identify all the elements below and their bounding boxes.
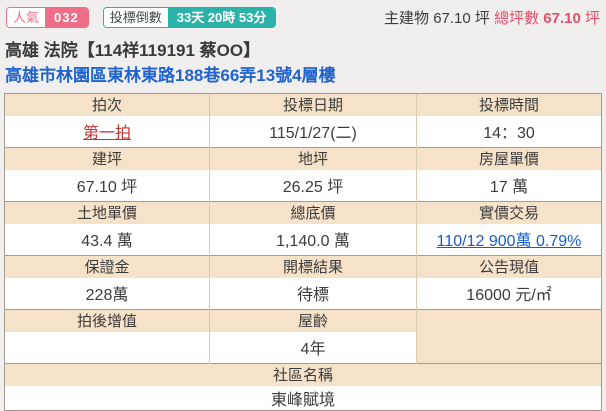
- value-land-area: 26.25 坪: [209, 169, 417, 202]
- value-bid-result: 待標: [209, 277, 417, 310]
- value-bid-date: 115/1/27(二): [209, 115, 417, 148]
- value-total-floor-price: 1,140.0 萬: [209, 223, 417, 256]
- main-building-label: 主建物: [384, 9, 430, 27]
- auction-info-table: 拍次 投標日期 投標時間 第一拍 115/1/27(二) 14：30 建坪 地坪…: [4, 93, 602, 411]
- table-value-row: 43.4 萬 1,140.0 萬 110/12 900萬 0.79%: [4, 223, 602, 256]
- label-house-unit-price: 房屋單價: [416, 147, 602, 170]
- label-auction-round: 拍次: [4, 93, 210, 116]
- label-land-unit-price: 土地單價: [4, 201, 210, 224]
- area-summary: 主建物 67.10 坪 總坪數 67.10 坪: [384, 7, 600, 28]
- table-value-row: 第一拍 115/1/27(二) 14：30: [4, 115, 602, 148]
- label-house-age: 屋齡: [209, 309, 417, 332]
- value-community-name: 東峰賦境: [4, 385, 602, 410]
- label-deposit: 保證金: [4, 255, 210, 278]
- countdown-label: 投標倒數: [103, 7, 168, 27]
- value-house-unit-price: 17 萬: [416, 169, 602, 202]
- label-announced-value: 公告現值: [416, 255, 602, 278]
- label-actual-price-trade: 實價交易: [416, 201, 602, 224]
- table-header-row: 拍後增值 屋齡: [4, 309, 602, 364]
- total-area-value: 67.10: [543, 9, 581, 27]
- table-header-row: 保證金 開標結果 公告現值: [4, 255, 602, 278]
- total-area-label: 總坪數: [494, 9, 540, 27]
- table-value-row: 67.10 坪 26.25 坪 17 萬: [4, 169, 602, 202]
- label-total-floor-price: 總底價: [209, 201, 417, 224]
- popularity-badge: 人氣 032: [6, 6, 89, 28]
- popularity-label: 人氣: [7, 7, 46, 27]
- value-bid-time: 14：30: [416, 115, 602, 148]
- label-community-name: 社區名稱: [4, 363, 602, 386]
- page-title: 高雄 法院【114祥119191 蔡OO】: [5, 41, 261, 60]
- table-header-row: 社區名稱: [4, 363, 602, 386]
- value-building-area: 67.10 坪: [4, 169, 210, 202]
- value-deposit: 228萬: [4, 277, 210, 310]
- value-post-auction-gain: [4, 331, 210, 364]
- value-land-unit-price: 43.4 萬: [4, 223, 210, 256]
- label-bid-result: 開標結果: [209, 255, 417, 278]
- label-building-area: 建坪: [4, 147, 210, 170]
- empty-cell: [416, 309, 602, 364]
- value-announced-value: 16000 元/㎡: [416, 277, 602, 310]
- popularity-count: 032: [45, 7, 88, 27]
- table-header-row: 土地單價 總底價 實價交易: [4, 201, 602, 224]
- total-area: 總坪數 67.10 坪: [494, 10, 600, 27]
- value-actual-price-trade: 110/12 900萬 0.79%: [416, 223, 602, 256]
- label-post-auction-gain: 拍後增值: [4, 309, 210, 332]
- table-value-row: 東峰賦境: [4, 385, 602, 410]
- label-land-area: 地坪: [209, 147, 417, 170]
- table-header-row: 拍次 投標日期 投標時間: [4, 93, 602, 116]
- bid-countdown-badge: 投標倒數 33天 20時 53分: [102, 6, 277, 28]
- address-link[interactable]: 高雄市林園區東林東路188巷66弄13號4層樓: [5, 66, 336, 85]
- countdown-value: 33天 20時 53分: [167, 7, 276, 27]
- topbar: 人氣 032 投標倒數 33天 20時 53分 主建物 67.10 坪 總坪數 …: [0, 5, 606, 29]
- table-value-row: 4年: [4, 331, 602, 364]
- main-building-value: 67.10 坪: [433, 9, 490, 27]
- table-header-row: 建坪 地坪 房屋單價: [4, 147, 602, 170]
- label-bid-date: 投標日期: [209, 93, 417, 116]
- label-bid-time: 投標時間: [416, 93, 602, 116]
- actual-price-trade-link[interactable]: 110/12 900萬 0.79%: [436, 233, 582, 251]
- value-house-age: 4年: [209, 331, 417, 364]
- total-area-unit: 坪: [584, 9, 600, 27]
- auction-round-link[interactable]: 第一拍: [82, 125, 131, 143]
- table-value-row: 228萬 待標 16000 元/㎡: [4, 277, 602, 310]
- value-auction-round: 第一拍: [4, 115, 210, 148]
